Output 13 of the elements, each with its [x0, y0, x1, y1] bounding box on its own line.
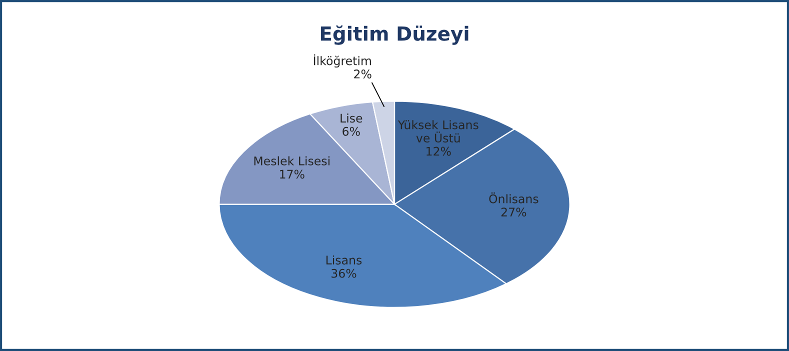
data-label: 27% — [501, 208, 526, 217]
data-label: 6% — [342, 126, 360, 136]
slice-label: Lise — [340, 113, 362, 123]
slice-label: Lisans — [326, 255, 362, 265]
slice-label: İlköğretim — [314, 54, 371, 68]
data-label: 12% — [426, 146, 451, 156]
chart-title: Eğitim Düzeyi — [320, 25, 468, 45]
slice-label: Meslek Lisesi — [254, 156, 330, 166]
data-label: 2% — [354, 70, 372, 78]
data-label: 36% — [332, 268, 356, 278]
data-label: 17% — [280, 170, 304, 179]
slice-label: Önlisans — [489, 192, 538, 204]
slice-label: Yüksek Lisans ve Üstü — [398, 120, 478, 143]
